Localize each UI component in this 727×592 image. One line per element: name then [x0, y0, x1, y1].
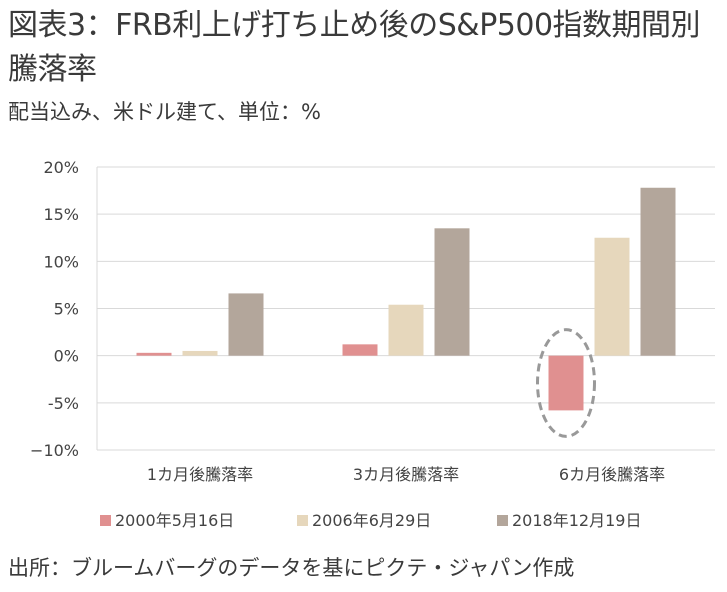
bar: [640, 187, 676, 356]
bar: [594, 237, 630, 356]
y-tick-label: 10%: [43, 252, 79, 271]
category-label: 1カ月後騰落率: [147, 465, 253, 484]
legend-label: 2018年12月19日: [512, 511, 641, 530]
x-axis-category-labels: 1カ月後騰落率 3カ月後騰落率 6カ月後騰落率: [147, 465, 665, 484]
y-tick-label: -5%: [48, 394, 79, 413]
y-tick-label: 15%: [43, 205, 79, 224]
legend-swatch: [100, 515, 111, 526]
bars: [136, 187, 676, 411]
category-label: 6カ月後騰落率: [559, 465, 665, 484]
gridlines: [96, 166, 715, 451]
bar: [182, 350, 218, 356]
legend-swatch: [497, 515, 508, 526]
bar: [342, 344, 378, 356]
legend-label: 2000年5月16日: [115, 511, 234, 530]
source-note: 出所：ブルームバーグのデータを基にピクテ・ジャパン作成: [8, 556, 575, 580]
y-tick-label: 0%: [54, 347, 79, 366]
legend-label: 2006年6月29日: [312, 511, 431, 530]
legend: 2000年5月16日 2006年6月29日 2018年12月19日: [100, 511, 641, 530]
y-axis-tick-labels: −10% -5% 0% 5% 10% 15% 20%: [30, 158, 79, 460]
bar: [228, 293, 264, 356]
y-tick-label: 5%: [54, 300, 79, 319]
bar: [136, 352, 172, 356]
chart-title: 図表3：FRB利上げ打ち止め後のS&P500指数期間別騰落率: [8, 8, 701, 87]
bar: [388, 304, 424, 356]
y-tick-label: 20%: [43, 158, 79, 177]
legend-swatch: [297, 515, 308, 526]
chart-subtitle: 配当込み、米ドル建て、単位：%: [8, 100, 321, 124]
highlight-ellipse: [536, 328, 596, 438]
highlight-ellipse-shape: [536, 328, 596, 438]
category-label: 3カ月後騰落率: [353, 465, 459, 484]
y-tick-label: −10%: [30, 441, 79, 460]
bar: [548, 355, 584, 411]
bar-chart: −10% -5% 0% 5% 10% 15% 20% 1カ月後騰落率 3カ月後騰落率 6カ月後騰…: [30, 158, 715, 530]
bar: [434, 228, 470, 356]
